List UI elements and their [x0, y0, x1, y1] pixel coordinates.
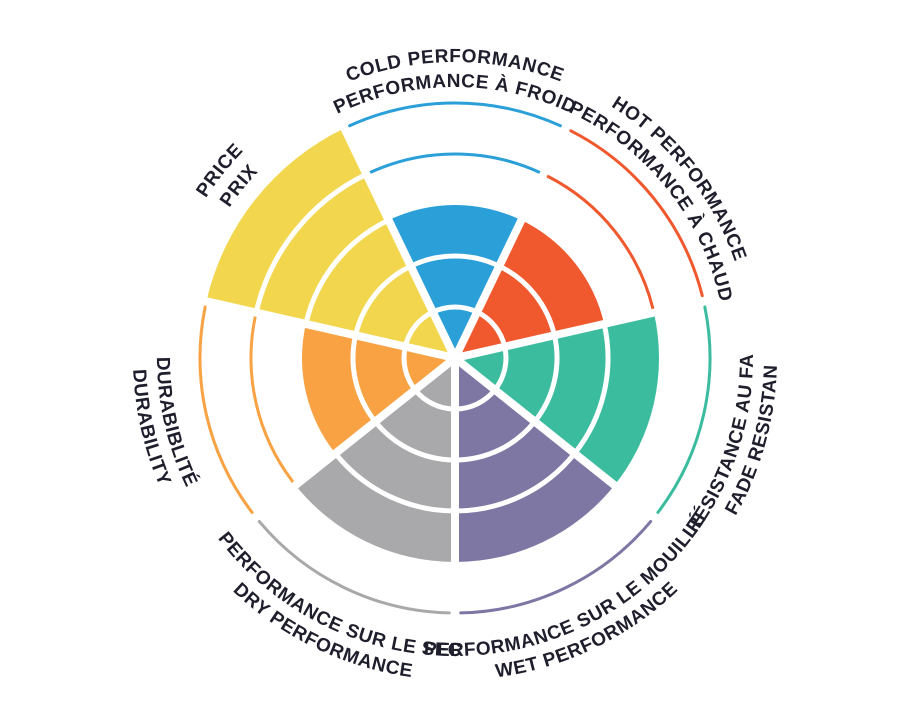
- sector-fill-dry-performance: [295, 358, 455, 562]
- ring-separator: [353, 263, 412, 336]
- sector-price: [206, 128, 455, 358]
- divider-line: [244, 354, 458, 527]
- ring-separator: [498, 263, 557, 336]
- sectors: [198, 101, 712, 615]
- sector-hot-performance: [455, 129, 704, 358]
- divider-line: [452, 354, 666, 527]
- level-arc-wet-performance: [459, 519, 653, 615]
- sector-dry-performance: [257, 358, 456, 615]
- level-arc-hot-performance: [569, 129, 704, 298]
- ring-separator: [409, 253, 501, 269]
- divider-line: [335, 116, 459, 360]
- ring-separator: [454, 420, 537, 463]
- level-arc-fade-resistance: [656, 305, 712, 514]
- ring-separator: [303, 217, 390, 325]
- ring-separator: [454, 451, 577, 514]
- level-arc-dry-performance: [257, 519, 451, 615]
- label-dry-performance-en: DRY PERFORMANCE: [229, 579, 414, 682]
- ring-separator: [572, 323, 611, 455]
- ring-separator: [373, 420, 456, 463]
- sector-fill-durability: [302, 323, 455, 454]
- level-arc-cold-performance: [369, 152, 541, 174]
- level-arc-cold-performance: [348, 101, 562, 128]
- divider-line: [451, 116, 575, 360]
- ring-separator: [350, 334, 378, 424]
- sector-wet-performance: [454, 358, 653, 615]
- sector-fill-price: [206, 128, 455, 358]
- sector-dividers: [194, 116, 716, 624]
- ring-separator: [532, 334, 560, 424]
- ring-separator: [253, 171, 368, 314]
- level-arc-durability: [249, 315, 295, 484]
- divider-line: [454, 294, 716, 362]
- sector-durability: [198, 305, 455, 514]
- level-arc-durability: [198, 305, 254, 514]
- sector-fill-cold-performance: [388, 205, 522, 358]
- ring-separator: [333, 451, 456, 514]
- sector-fill-wet-performance: [455, 358, 615, 562]
- level-arc-hot-performance: [546, 174, 655, 310]
- divider-line: [194, 294, 456, 362]
